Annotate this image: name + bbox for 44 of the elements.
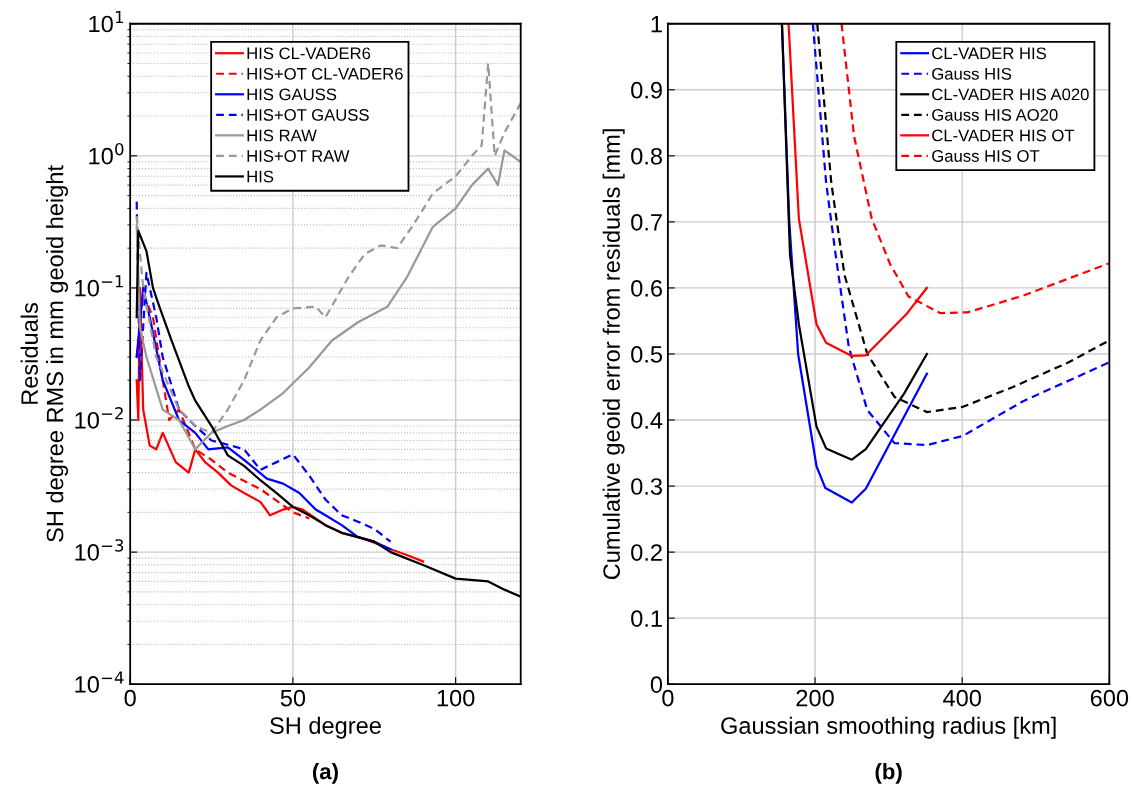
legend-label: HIS <box>247 170 274 183</box>
text: (b) <box>875 763 902 784</box>
y-tick-label: 0.9 <box>631 81 662 99</box>
y-tick-label: 10$^{−2}$ <box>75 407 123 429</box>
x-tick-label: 200 <box>796 689 834 707</box>
y-tick-label: 10$^{−3}$ <box>75 539 124 561</box>
x-tick-label: 600 <box>1090 689 1129 707</box>
x-tick-label: 0 <box>662 689 674 707</box>
y-tick-label: 10$^{1}$ <box>89 11 124 33</box>
legend-label: CL-VADER HIS A020 <box>932 88 1089 101</box>
y-tick-label: 0.8 <box>631 147 662 165</box>
y-tick-label: 0.7 <box>631 213 662 231</box>
legend-label: HIS CL-VADER6 <box>247 47 371 60</box>
x-tick-label: 400 <box>943 689 981 707</box>
legend-label: HIS+OT GAUSS <box>247 109 369 121</box>
x-tick-label: 50 <box>280 689 306 707</box>
y-tick-label: 10$^{−4}$ <box>75 671 124 693</box>
y-tick-label: 10$^{−1}$ <box>75 275 123 297</box>
y-tick-label: 0.3 <box>631 478 662 495</box>
y-tick-label: 1 <box>651 16 662 33</box>
y-tick-label: 0.2 <box>631 544 662 561</box>
legend-label: HIS+OT RAW <box>247 150 350 162</box>
y-axis-title: Cumulative geoid error from residuals [mm] <box>602 129 625 580</box>
legend-label: Gauss HIS OT <box>932 150 1040 162</box>
legend-label: HIS RAW <box>247 129 317 142</box>
y-tick-label: 0.6 <box>631 279 662 297</box>
y-tick-label: 10$^{0}$ <box>89 142 124 165</box>
x-axis-title: Gaussian smoothing radius [km] <box>721 716 1056 739</box>
legend-label: Gauss HIS AO20 <box>932 109 1058 121</box>
legend-label: Gauss HIS <box>932 67 1012 80</box>
x-tick-label: 100 <box>437 689 475 707</box>
text: (a) <box>312 763 338 784</box>
x-axis-title: SH degree <box>270 716 381 739</box>
y-tick-label: 0.5 <box>631 346 663 363</box>
y-tick-label: 0 <box>650 676 663 693</box>
legend-label: CL-VADER HIS OT <box>932 129 1075 142</box>
line-series <box>135 286 425 563</box>
y-tick-label: 0.4 <box>631 412 663 429</box>
legend-label: CL-VADER HIS <box>932 47 1046 60</box>
x-tick-label: 0 <box>124 689 136 707</box>
y-tick-label: 0.1 <box>631 610 662 627</box>
legend-label: HIS+OT CL-VADER6 <box>247 67 403 80</box>
y-axis-title: Residuals SH degree RMS in mm geoid height <box>20 165 69 542</box>
legend-label: HIS GAUSS <box>247 88 337 101</box>
